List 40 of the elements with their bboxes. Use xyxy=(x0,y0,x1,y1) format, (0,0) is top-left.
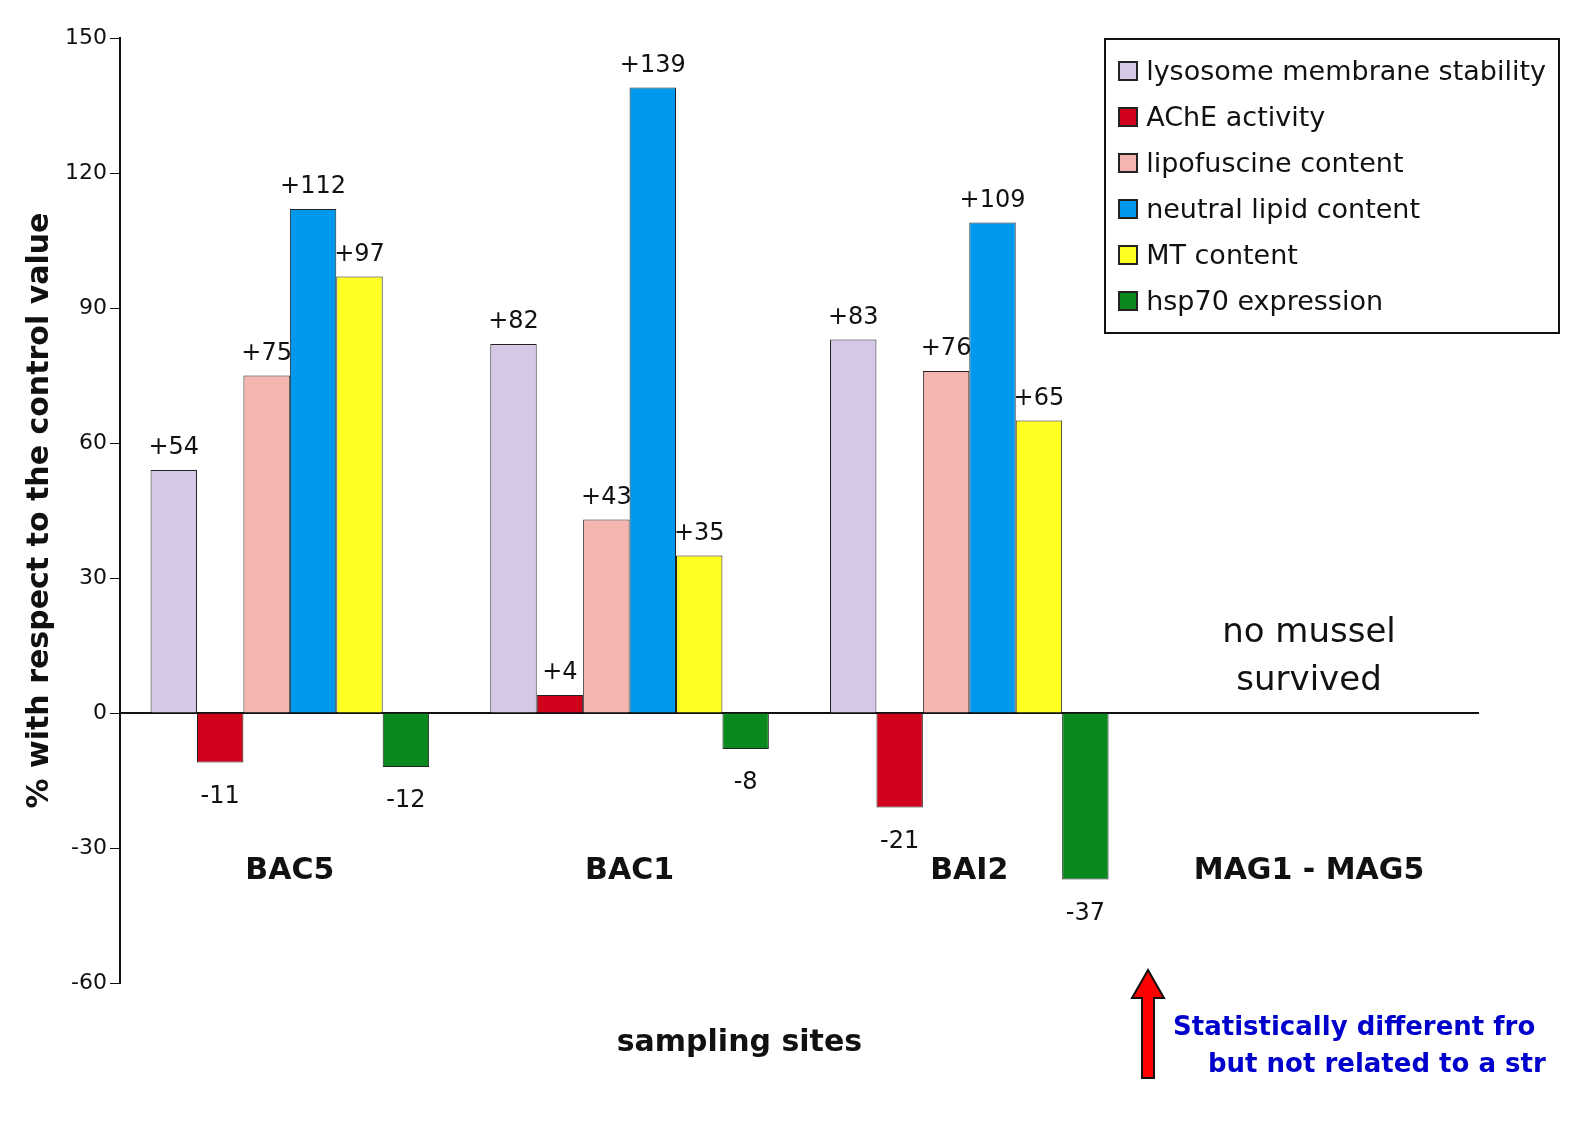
data-label: +112 xyxy=(280,171,347,200)
y-tick-label: 60 xyxy=(78,428,107,454)
data-label: +43 xyxy=(581,481,632,510)
data-label: -37 xyxy=(1065,897,1105,926)
x-axis-title: sampling sites xyxy=(616,1022,863,1058)
data-label: +65 xyxy=(1013,382,1065,411)
y-tick-label: -60 xyxy=(71,968,107,994)
legend-label: lipofuscine content xyxy=(1146,146,1404,180)
data-label: +76 xyxy=(920,333,972,362)
y-tick-label: 150 xyxy=(64,23,107,49)
y-tick-label: 120 xyxy=(64,158,107,184)
text: Statistically different fro but not related to a str xyxy=(1173,1010,1546,1078)
y-tick-label: 90 xyxy=(78,293,107,319)
data-label: -8 xyxy=(733,767,758,796)
data-label: -21 xyxy=(880,825,920,854)
x-tick-label: BAC5 xyxy=(245,850,335,886)
legend-label: AChE activity xyxy=(1146,100,1326,134)
y-tick-label: 30 xyxy=(78,563,107,589)
x-tick-label: BAC1 xyxy=(585,850,675,886)
legend-label: MT content xyxy=(1146,238,1298,272)
y-tick-label: -30 xyxy=(71,833,107,859)
data-label: +139 xyxy=(619,49,686,78)
data-label: +4 xyxy=(542,657,578,686)
legend-label: hsp70 expression xyxy=(1146,284,1384,318)
data-label: -11 xyxy=(200,780,240,809)
legend-label: neutral lipid content xyxy=(1146,192,1421,226)
data-label: -12 xyxy=(386,785,426,814)
data-label: +109 xyxy=(959,184,1026,213)
y-tick-label: 0 xyxy=(92,698,107,724)
data-label: +83 xyxy=(827,301,879,330)
annotation: no mussel survived xyxy=(1222,609,1396,698)
x-tick-label: MAG1 - MAG5 xyxy=(1193,850,1425,886)
legend-label: lysosome membrane stability xyxy=(1146,54,1546,88)
data-label: +82 xyxy=(488,306,539,335)
x-tick-label: BAI2 xyxy=(930,850,1009,886)
data-label: +75 xyxy=(241,337,292,366)
data-label: +35 xyxy=(673,517,725,546)
y-axis-title: % with respect to the control value xyxy=(19,212,55,809)
data-label: +97 xyxy=(334,238,385,267)
data-label: +54 xyxy=(148,432,200,461)
